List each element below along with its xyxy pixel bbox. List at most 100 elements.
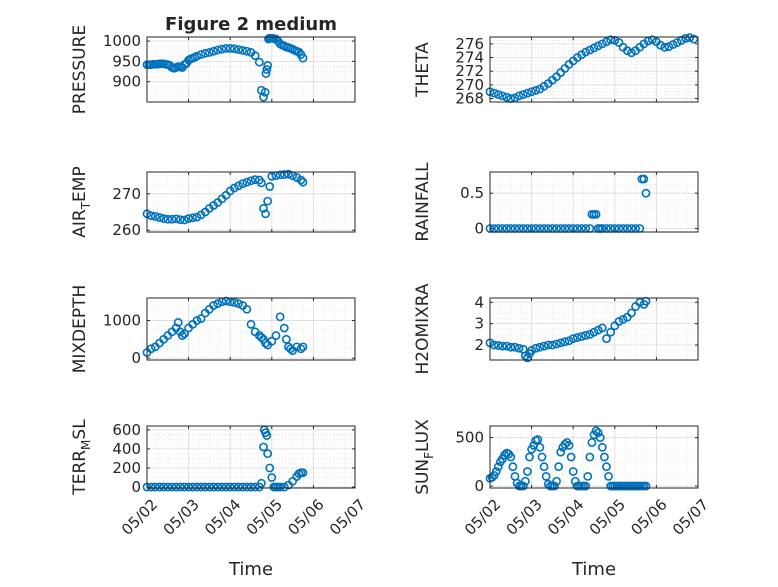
data-point [531,85,541,95]
data-point [259,92,268,102]
data-point [602,334,611,344]
data-point [535,442,545,452]
data-point [581,47,591,57]
data-point [595,433,605,443]
data-point [583,471,593,481]
data-point [498,341,507,351]
data-point [664,42,674,51]
data-point [560,440,570,449]
data-point [163,482,173,492]
data-point [298,53,308,63]
data-point [581,481,591,491]
data-point [204,482,214,492]
data-point [681,33,690,43]
y-tick-label: 500 [455,429,484,447]
data-point [493,462,503,472]
data-point [275,170,285,180]
data-point [487,472,497,482]
subplot-pressure: 900 950 1000 PRESSURE [70,25,356,114]
data-point [298,468,308,478]
data-point [188,213,198,223]
data-point [639,174,649,184]
data-point [246,482,256,492]
data-point [689,34,699,44]
subplot-mixdepth: 0 1000 MIXDEPTH [70,285,356,373]
data-point [641,481,651,491]
data-point [275,312,285,322]
data-point [602,37,611,47]
data-point [188,482,198,492]
data-point [510,342,520,352]
data-point [493,90,503,99]
data-point [491,467,501,476]
data-point [261,209,270,219]
data-point [217,44,227,54]
y-tick-label: 0.5 [460,184,484,202]
data-point [146,482,156,492]
data-point [159,214,169,223]
data-point [523,88,532,98]
data-point [259,203,268,213]
data-point [627,48,636,58]
data-point [566,452,576,462]
data-point [213,299,223,309]
data-point [627,308,636,318]
data-point [256,178,266,188]
data-point [656,40,665,50]
data-point [146,211,156,221]
data-point [589,327,599,337]
data-point [180,215,189,225]
data-point [672,38,682,47]
y-tick-label: 0 [131,349,141,367]
data-point [192,482,202,492]
data-point [263,61,273,70]
data-point [229,482,239,492]
data-point [259,442,268,452]
data-point [242,46,252,56]
data-point [541,471,551,481]
data-point [685,33,695,43]
data-point [279,323,289,333]
y-tick-label: 268 [455,90,484,108]
data-point [167,214,177,224]
data-point [204,48,214,57]
data-point [647,35,657,45]
data-point [593,325,603,335]
data-point [510,93,520,103]
data-point [514,91,524,101]
data-point [242,177,252,187]
data-point [209,301,218,310]
data-point [554,462,564,472]
data-point [597,39,607,49]
data-point [250,51,260,61]
data-point [493,341,503,350]
data-point [163,214,173,224]
data-point [234,299,243,309]
data-point [150,211,160,221]
data-point [535,342,545,352]
data-point [622,46,632,56]
data-point [296,344,306,354]
data-point [585,452,595,462]
data-point [171,482,181,492]
data-point [261,69,271,78]
data-point [238,179,248,189]
data-point [502,341,512,351]
data-point [180,482,189,492]
axes-box [489,171,699,233]
data-point [602,462,611,472]
data-point [568,467,578,476]
data-point [520,476,530,486]
data-point [184,482,193,492]
data-point [593,428,603,438]
data-point [506,342,516,352]
data-point [267,336,277,346]
data-point [587,438,597,447]
data-point [209,46,218,56]
data-point [614,317,624,326]
data-point [217,482,227,492]
y-tick-label: 1000 [103,312,141,330]
subplot-h2omixra: 2 3 4 H2OMIXRA [413,283,699,375]
data-point [564,336,574,346]
